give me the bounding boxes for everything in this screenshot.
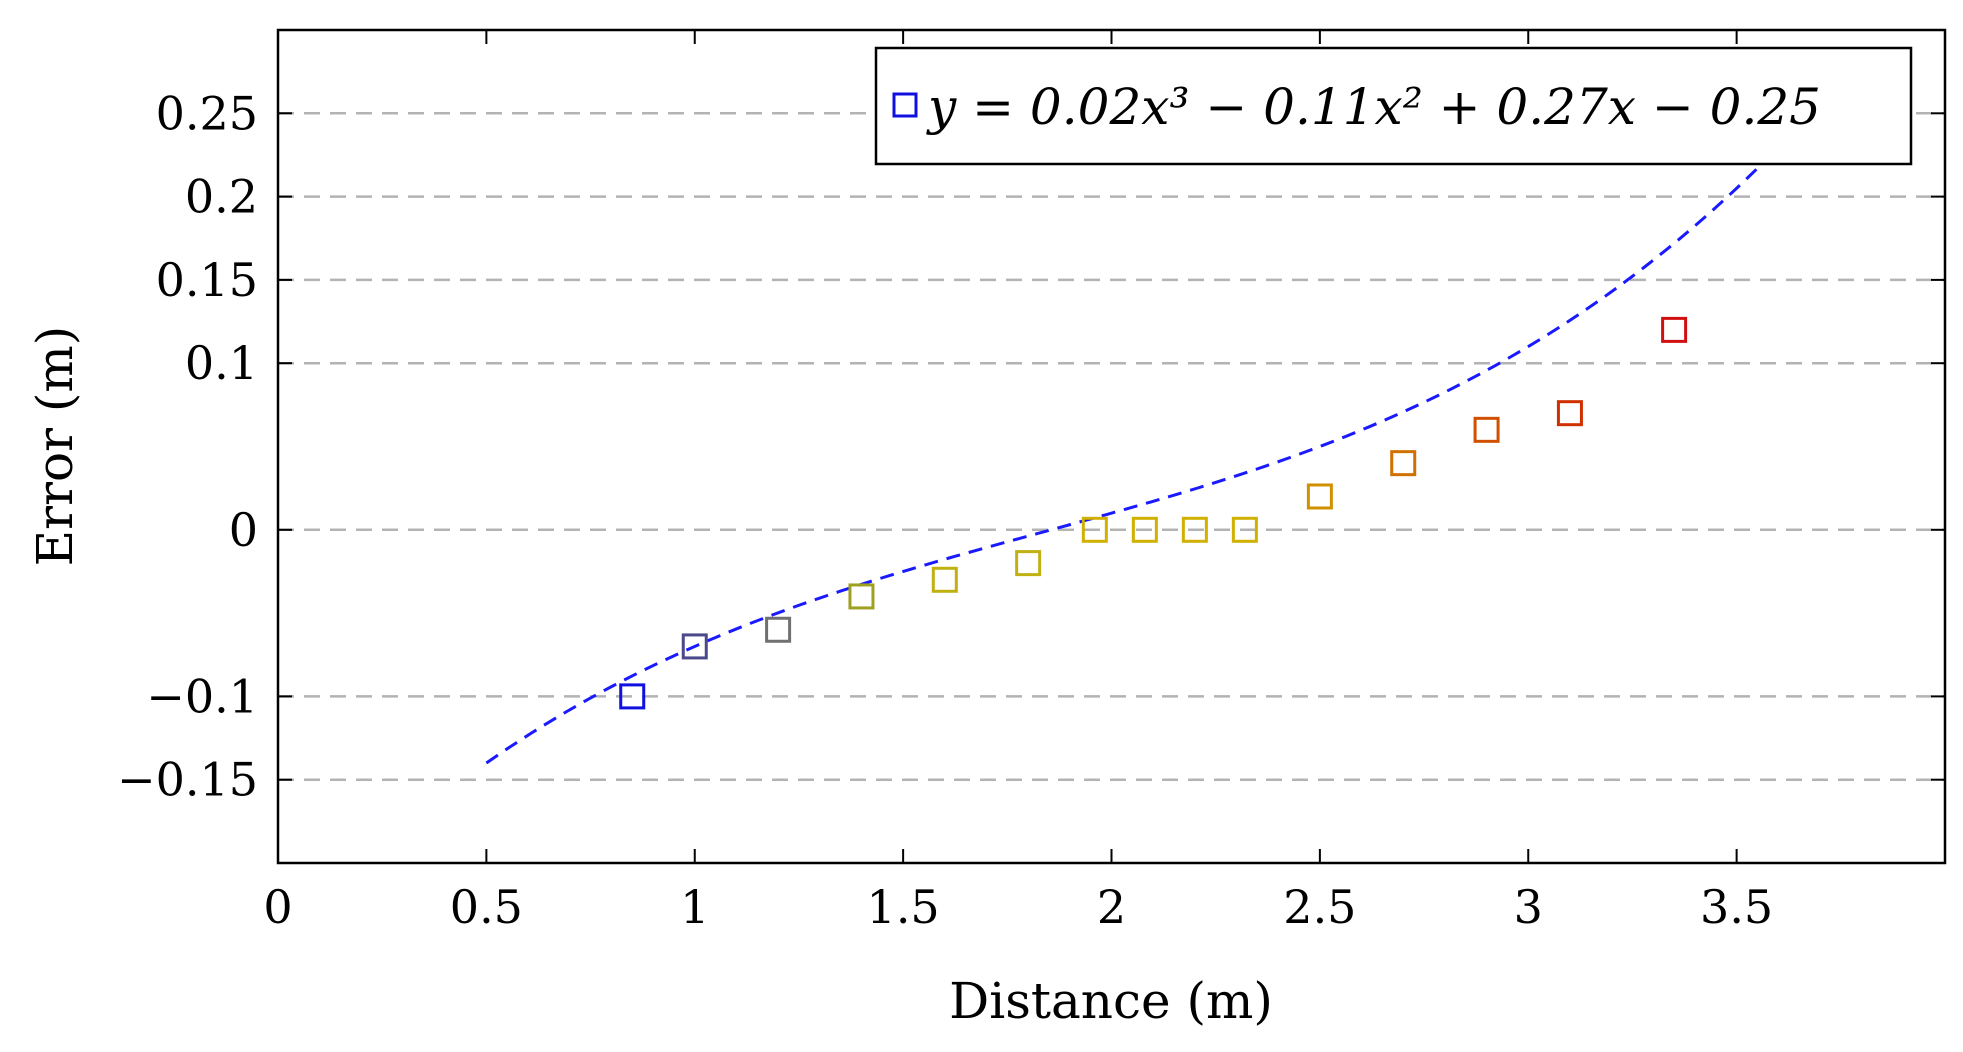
y-tick-label: −0.15 bbox=[117, 753, 258, 807]
y-axis-title: Error (m) bbox=[26, 326, 84, 567]
y-tick-label: 0.15 bbox=[156, 253, 258, 307]
data-points bbox=[619, 316, 1688, 710]
tick-labels: −0.15 −0.1 0 0.1 0.15 0.2 0.25 0 0.5 1 1.5 2 2.5 3 3.5 bbox=[117, 86, 1773, 934]
data-point-marker bbox=[1015, 550, 1042, 577]
data-point-marker bbox=[1390, 450, 1417, 477]
legend-marker-icon bbox=[892, 92, 918, 118]
y-tick-label: 0 bbox=[229, 503, 258, 557]
fit-curve-layer bbox=[485, 53, 1863, 765]
x-tick-label: 2.5 bbox=[1283, 880, 1356, 934]
data-point-marker bbox=[1131, 516, 1158, 543]
legend: y = 0.02x³ − 0.11x² + 0.27x − 0.25 bbox=[874, 46, 1913, 166]
grid bbox=[278, 112, 1945, 781]
data-point-marker bbox=[1181, 516, 1208, 543]
y-tick-label: −0.1 bbox=[146, 669, 258, 723]
legend-box bbox=[874, 46, 1913, 166]
data-point-marker bbox=[1473, 416, 1500, 443]
x-tick-label: 1.5 bbox=[867, 880, 940, 934]
data-point-marker bbox=[765, 616, 792, 643]
x-tick-label: 3.5 bbox=[1700, 880, 1773, 934]
x-tick-label: 0 bbox=[263, 880, 292, 934]
y-tick-label: 0.25 bbox=[156, 86, 258, 140]
data-point-marker bbox=[1081, 516, 1108, 543]
legend-label: y = 0.02x³ − 0.11x² + 0.27x − 0.25 bbox=[926, 78, 1821, 136]
axis-ticks bbox=[277, 30, 1945, 863]
fit-curve bbox=[485, 53, 1863, 765]
data-point-marker bbox=[1231, 516, 1258, 543]
x-tick-label: 1 bbox=[680, 880, 709, 934]
x-tick-label: 3 bbox=[1514, 880, 1543, 934]
data-point-marker bbox=[931, 566, 958, 593]
data-point-marker bbox=[1556, 400, 1583, 427]
x-axis-title: Distance (m) bbox=[949, 972, 1273, 1030]
data-point-marker bbox=[619, 683, 646, 710]
data-point-marker bbox=[1661, 316, 1688, 343]
data-point-marker bbox=[848, 583, 875, 610]
x-tick-label: 0.5 bbox=[450, 880, 523, 934]
data-point-marker bbox=[681, 633, 708, 660]
x-tick-label: 2 bbox=[1097, 880, 1126, 934]
y-tick-label: 0.1 bbox=[185, 336, 258, 390]
data-point-marker bbox=[1306, 483, 1333, 510]
y-tick-label: 0.2 bbox=[185, 170, 258, 224]
